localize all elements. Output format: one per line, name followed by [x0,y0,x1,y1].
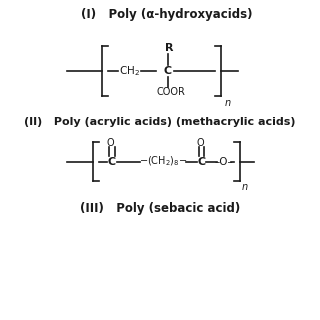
Text: n: n [242,182,248,192]
Text: O: O [107,138,114,148]
Text: R: R [165,43,174,53]
Text: C: C [108,156,116,167]
Text: n: n [225,98,231,108]
Text: (I)   Poly (α-hydroxyacids): (I) Poly (α-hydroxyacids) [81,8,252,21]
Text: C: C [197,156,206,167]
Text: (II)   Poly (acrylic acids) (methacrylic acids): (II) Poly (acrylic acids) (methacrylic a… [24,117,296,127]
Text: –O–: –O– [215,156,233,167]
Text: (III)   Poly (sebacic acid): (III) Poly (sebacic acid) [80,202,240,215]
Text: O: O [196,138,204,148]
Text: C: C [164,66,172,76]
Text: COOR: COOR [157,87,186,97]
Text: $-$(CH$_2$)$_8$$-$: $-$(CH$_2$)$_8$$-$ [139,155,188,168]
Text: CH$_2$: CH$_2$ [119,64,140,78]
